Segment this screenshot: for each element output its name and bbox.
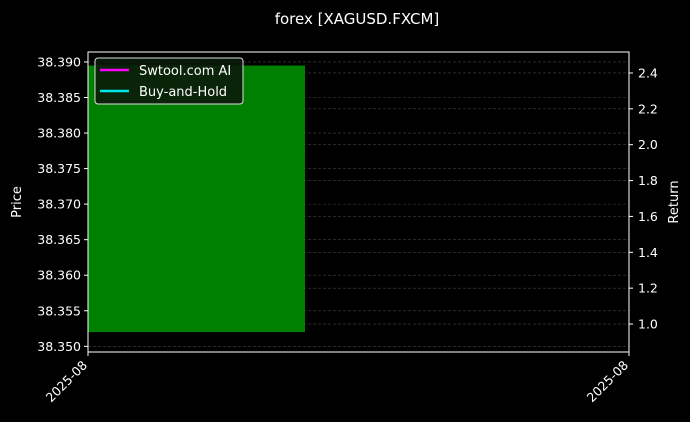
y-tick-label: 38.365 (37, 232, 81, 247)
y-tick-label: 38.380 (37, 126, 81, 141)
y-tick-label: 38.385 (37, 90, 81, 105)
x-tick-label: 2025-08 (43, 357, 91, 405)
y-tick-label: 38.390 (37, 54, 81, 69)
y2-tick-label: 1.6 (638, 209, 658, 224)
price-bar (88, 65, 305, 333)
x-axis: 2025-08 2025-08 (43, 352, 632, 405)
y-tick-label: 38.355 (37, 303, 81, 318)
y-axis-left: 38.350 38.355 38.360 38.365 38.370 38.375 38.3… (37, 54, 88, 354)
y-tick-label: 38.375 (37, 161, 81, 176)
y-axis-label: Price (10, 186, 25, 218)
legend-label-buyhold: Buy-and-Hold (139, 85, 227, 100)
bars (88, 65, 305, 333)
y2-tick-label: 1.8 (638, 173, 658, 188)
x-tick-label: 2025-08 (584, 357, 632, 405)
y-tick-label: 38.350 (37, 339, 81, 354)
y2-tick-label: 1.2 (638, 281, 658, 296)
legend-label-swtool: Swtool.com AI (139, 64, 231, 79)
legend-box (94, 57, 244, 105)
y-tick-label: 38.370 (37, 197, 81, 212)
y2-tick-label: 1.0 (638, 317, 658, 332)
legend: Swtool.com AI Buy-and-Hold (94, 57, 244, 105)
y2-axis-label: Return (667, 180, 682, 223)
chart-title: forex [XAGUSD.FXCM] (275, 10, 440, 28)
plot-frame (87, 51, 630, 353)
y2-tick-label: 2.4 (638, 65, 658, 80)
y2-tick-label: 2.0 (638, 137, 658, 152)
y-tick-label: 38.360 (37, 268, 81, 283)
y2-tick-label: 2.2 (638, 101, 658, 116)
y-axis-right: 1.0 1.2 1.4 1.6 1.8 2.0 2.2 2.4 (629, 65, 658, 332)
y2-tick-label: 1.4 (638, 245, 658, 260)
